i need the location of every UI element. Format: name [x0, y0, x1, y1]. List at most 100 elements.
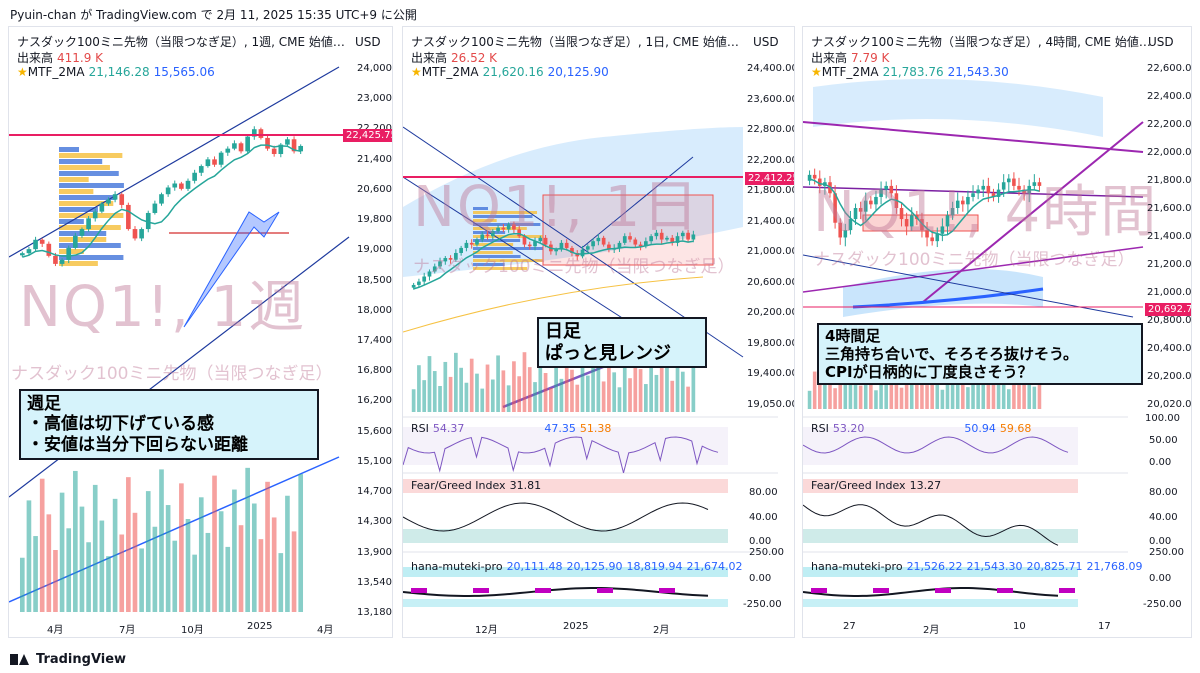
- volume-bar: [533, 382, 537, 412]
- ma-label: MTF_2MA: [421, 65, 479, 79]
- volume-bar: [945, 370, 950, 409]
- candle-body: [512, 224, 516, 230]
- candle-body: [633, 239, 638, 245]
- chart-panel-daily[interactable]: NQ1!, 1日 ナスダック100ミニ先物（当限つなぎ足） ナスダック100ミニ…: [402, 26, 795, 638]
- volume-bar: [165, 505, 171, 612]
- candle-body: [232, 143, 237, 149]
- ma-legend[interactable]: ★MTF_2MA 21,146.28 15,565.06: [17, 65, 215, 79]
- volume-profile-bar: [473, 263, 505, 266]
- hana-legend[interactable]: hana-muteki-pro 21,526.22 21,543.30 20,825.…: [811, 560, 1143, 573]
- volume-bar: [438, 386, 442, 412]
- currency-label[interactable]: USD: [753, 35, 779, 49]
- volume-bar: [686, 386, 690, 412]
- volume-bar: [26, 500, 32, 612]
- chart-panel-weekly[interactable]: NQ1!, 1週 ナスダック100ミニ先物（当限つなぎ足） ナスダック100ミニ…: [8, 26, 393, 638]
- candle-body: [591, 241, 595, 247]
- fear-greed-line: [403, 502, 709, 532]
- trend-arrow: [183, 211, 280, 328]
- volume-bar: [225, 546, 231, 612]
- hana-band-top: [803, 567, 1078, 577]
- price-axis-label: 24,400.00: [747, 63, 795, 74]
- candle-body: [909, 215, 914, 227]
- footer[interactable]: TradingView: [0, 645, 1200, 673]
- volume-bar: [432, 371, 437, 412]
- hana-signal: [597, 588, 613, 593]
- candle-body: [833, 193, 837, 223]
- rsi-legend[interactable]: RSI 53.20 50.94 59.68: [811, 422, 1031, 435]
- candle-body: [73, 235, 78, 248]
- volume-bar: [812, 371, 817, 409]
- candle-body: [485, 234, 490, 237]
- hana-axis-label: -250.00: [1143, 599, 1182, 610]
- time-axis-label: 2025: [563, 621, 589, 632]
- rsi-value: 47.35: [544, 422, 576, 435]
- volume-profile-bar: [59, 177, 89, 182]
- rsi-legend[interactable]: RSI 54.37 47.35 51.38: [411, 422, 611, 435]
- candle-body: [106, 199, 111, 204]
- hana-legend[interactable]: hana-muteki-pro 20,111.48 20,125.90 18,819.…: [411, 560, 743, 573]
- daily-chart-canvas[interactable]: [403, 27, 795, 638]
- volume-bar: [930, 365, 934, 409]
- rsi-line: [403, 436, 719, 474]
- volume-bar: [935, 377, 940, 409]
- ma-legend[interactable]: ★MTF_2MA 21,620.16 20,125.90: [411, 65, 609, 79]
- volume-bar: [112, 498, 118, 612]
- ma-slow-value: 21,543.30: [947, 65, 1009, 79]
- volume-bar: [469, 358, 474, 412]
- volume-bar: [991, 384, 996, 409]
- candle-body: [251, 129, 257, 137]
- currency-label[interactable]: USD: [355, 35, 381, 49]
- hana-value: 20,825.71: [1026, 560, 1083, 573]
- volume-legend: 出来高 411.9 K: [17, 49, 103, 66]
- volume-bar: [915, 361, 919, 409]
- candle-body: [112, 194, 118, 200]
- hana-value: 21,674.02: [686, 560, 743, 573]
- hana-line: [403, 587, 709, 597]
- chart-panel-4h[interactable]: NQ1!, 4時間 ナスダック100ミニ先物（当限つなぎ足） ナスダック100ミ…: [802, 26, 1192, 638]
- time-axis-label: 4月: [317, 625, 334, 636]
- volume-bar: [638, 369, 643, 412]
- candle-body: [649, 236, 653, 242]
- volume-bar: [92, 484, 98, 612]
- volume-bar: [925, 385, 929, 409]
- price-axis-label: 22,800.00: [747, 124, 795, 136]
- candle-body: [79, 229, 85, 236]
- candle-body: [538, 237, 543, 242]
- candle-body: [517, 229, 522, 237]
- candle-body: [644, 241, 648, 247]
- volume-bar: [99, 520, 105, 612]
- greed-zone: [803, 479, 1078, 493]
- volume-bar: [1037, 367, 1042, 409]
- fg-value: 31.81: [509, 479, 542, 492]
- candle-body: [935, 233, 940, 242]
- hana-band-bottom: [803, 599, 1078, 607]
- candle-body: [185, 180, 191, 189]
- hana-value: 21,543.30: [966, 560, 1023, 573]
- fear-greed-legend[interactable]: Fear/Greed Index 31.81: [411, 479, 541, 492]
- time-axis-label: 2月: [923, 625, 940, 636]
- candle-body: [858, 208, 863, 212]
- volume-bar: [232, 489, 237, 612]
- currency-label[interactable]: USD: [1148, 35, 1174, 49]
- ma-fast-value: 21,783.76: [882, 65, 944, 79]
- volume-bar: [496, 355, 500, 412]
- candle-body: [665, 237, 669, 240]
- volume-bar: [33, 536, 38, 612]
- ma-legend[interactable]: ★MTF_2MA 21,783.76 21,543.30: [811, 65, 1009, 79]
- candle-body: [179, 183, 184, 189]
- volume-bar: [976, 379, 980, 409]
- volume-profile-bar: [59, 249, 84, 254]
- volume-bar: [817, 383, 822, 409]
- weekly-chart-canvas[interactable]: [9, 27, 393, 638]
- callout-line: 日足: [545, 321, 581, 342]
- fear-greed-legend[interactable]: Fear/Greed Index 13.27: [811, 479, 941, 492]
- watermark-subtitle: ナスダック100ミニ先物（当限つなぎ足）: [11, 364, 333, 384]
- callout-line: CPIが日柄的に丁度良さそう？: [825, 363, 1033, 381]
- volume-legend: 出来高 7.79 K: [811, 49, 889, 66]
- volume-bar: [192, 554, 197, 612]
- volume-bar: [490, 379, 495, 412]
- 4h-chart-canvas[interactable]: [803, 27, 1192, 638]
- volume-bar: [601, 381, 606, 412]
- time-axis-label: 17: [1098, 621, 1111, 632]
- candle-body: [596, 237, 601, 242]
